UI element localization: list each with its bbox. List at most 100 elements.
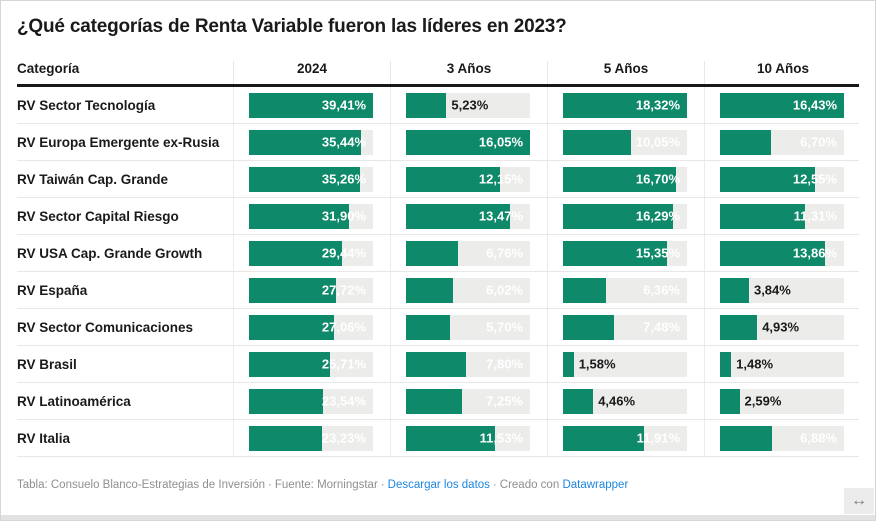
bar-track: 16,29% (563, 203, 687, 229)
bar-value-label: 3,84% (753, 282, 791, 298)
bar-track: 6,36% (563, 277, 687, 303)
row-label: RV Europa Emergente ex-Rusia (17, 134, 220, 150)
bar-track: 27,72% (249, 277, 373, 303)
bar-track: 35,26% (249, 166, 373, 192)
table-row: RV USA Cap. Grande Growth 29,44% 6,76% 15,3… (17, 235, 859, 272)
download-data-link[interactable]: Descargar los datos (387, 479, 490, 491)
bar-cell: 25,71% (233, 346, 390, 382)
bar-track: 6,02% (406, 277, 530, 303)
bar-track: 1,48% (720, 351, 844, 377)
bar-value-label: 35,44% (321, 134, 366, 150)
bar-fill (249, 388, 324, 414)
bar-track: 16,70% (563, 166, 687, 192)
bar-fill (249, 351, 330, 377)
bar-fill (563, 425, 644, 451)
bar-cell: 13,86% (704, 235, 861, 271)
bar-fill (563, 314, 614, 340)
bar-fill (406, 203, 511, 229)
bar-track: 16,05% (406, 129, 530, 155)
table-row: RV España 27,72% 6,02% 6,36% 3,84% (17, 272, 859, 309)
bar-value-label: 11,31% (793, 208, 837, 224)
bar-fill (249, 129, 361, 155)
table-row: RV Latinoamérica 23,54% 7,25% 4,46% 2,59% (17, 383, 859, 420)
bar-fill (563, 240, 667, 266)
chart-title: ¿Qué categorías de Renta Variable fueron… (17, 16, 567, 37)
bar-cell: 2,59% (704, 383, 861, 419)
footer: Tabla: Consuelo Blanco-Estrategias de In… (17, 478, 859, 493)
table-row: RV Sector Tecnología 39,41% 5,23% 18,32% 16,… (17, 87, 859, 124)
bar-fill (249, 166, 360, 192)
bar-fill (563, 351, 574, 377)
bar-cell: 3,84% (704, 272, 861, 308)
bar-cell: 15,35% (547, 235, 704, 271)
bar-value-label: 1,48% (736, 356, 774, 372)
table-row: RV Italia 23,23% 11,53% 11,91% 6,88% (17, 420, 859, 457)
bar-track: 6,76% (406, 240, 530, 266)
bar-value-label: 27,72% (321, 282, 366, 298)
bar-track: 5,23% (406, 92, 530, 118)
datawrapper-link[interactable]: Datawrapper (562, 479, 629, 491)
bar-value-label: 27,06% (321, 319, 366, 335)
column-header-5-años: 5 Años (547, 61, 704, 84)
table-row: RV Brasil 25,71% 7,80% 1,58% 1,48% (17, 346, 859, 383)
bar-value-label: 16,29% (635, 208, 680, 224)
bar-track: 11,53% (406, 425, 530, 451)
bar-track: 27,06% (249, 314, 373, 340)
bar-cell: 18,32% (547, 87, 704, 123)
row-label: RV Sector Capital Riesgo (17, 208, 179, 224)
bar-cell: 27,06% (233, 309, 390, 345)
bar-value-label: 23,54% (321, 393, 366, 409)
bar-cell: 6,76% (390, 235, 547, 271)
resize-arrows-icon: ↔ (851, 492, 867, 509)
bar-value-label: 15,35% (635, 245, 680, 261)
bar-cell: 12,15% (390, 161, 547, 197)
table-header-row: Categoría 2024 3 Años 5 Años 10 Años (17, 40, 859, 87)
bar-cell: 39,41% (233, 87, 390, 123)
bar-cell: 6,70% (704, 124, 861, 160)
bar-cell: 27,72% (233, 272, 390, 308)
resize-handle[interactable]: ↔ (844, 488, 874, 514)
bar-track: 35,44% (249, 129, 373, 155)
bar-cell: 12,55% (704, 161, 861, 197)
bar-track: 39,41% (249, 92, 373, 118)
bar-fill (249, 240, 342, 266)
bar-track: 5,70% (406, 314, 530, 340)
bar-cell: 29,44% (233, 235, 390, 271)
bar-value-label: 4,46% (598, 393, 636, 409)
table-body: RV Sector Tecnología 39,41% 5,23% 18,32% 16,… (17, 87, 859, 457)
bar-track: 1,58% (563, 351, 687, 377)
bar-fill (720, 351, 732, 377)
bar-value-label: 6,88% (800, 430, 837, 446)
performance-table: Categoría 2024 3 Años 5 Años 10 Años RV Sec… (17, 40, 859, 457)
bar-track: 23,54% (249, 388, 373, 414)
bar-track: 13,86% (720, 240, 844, 266)
bar-value-label: 12,15% (478, 171, 523, 187)
row-label: RV Italia (17, 430, 71, 446)
table-row: RV Sector Comunicaciones 27,06% 5,70% 7,48%… (17, 309, 859, 346)
bar-value-label: 13,86% (792, 245, 837, 261)
bar-fill (720, 166, 815, 192)
bottom-edge (1, 515, 875, 520)
bar-fill (720, 425, 772, 451)
bar-cell: 1,58% (547, 346, 704, 382)
bar-fill (406, 240, 459, 266)
bar-fill (563, 277, 607, 303)
bar-value-label: 16,43% (792, 97, 837, 113)
bar-fill (249, 277, 337, 303)
bar-fill (563, 166, 677, 192)
bar-cell: 31,90% (233, 198, 390, 234)
bar-track: 31,90% (249, 203, 373, 229)
bar-fill (406, 277, 453, 303)
bar-value-label: 6,36% (643, 282, 680, 298)
bar-cell: 23,54% (233, 383, 390, 419)
bar-track: 3,84% (720, 277, 844, 303)
bar-fill (406, 314, 451, 340)
bar-track: 7,25% (406, 388, 530, 414)
bar-fill (406, 129, 530, 155)
column-header-10-años: 10 Años (704, 61, 861, 84)
bar-cell: 16,43% (704, 87, 861, 123)
bar-value-label: 12,55% (792, 171, 837, 187)
bar-fill (720, 240, 825, 266)
row-label: RV Sector Comunicaciones (17, 319, 194, 335)
